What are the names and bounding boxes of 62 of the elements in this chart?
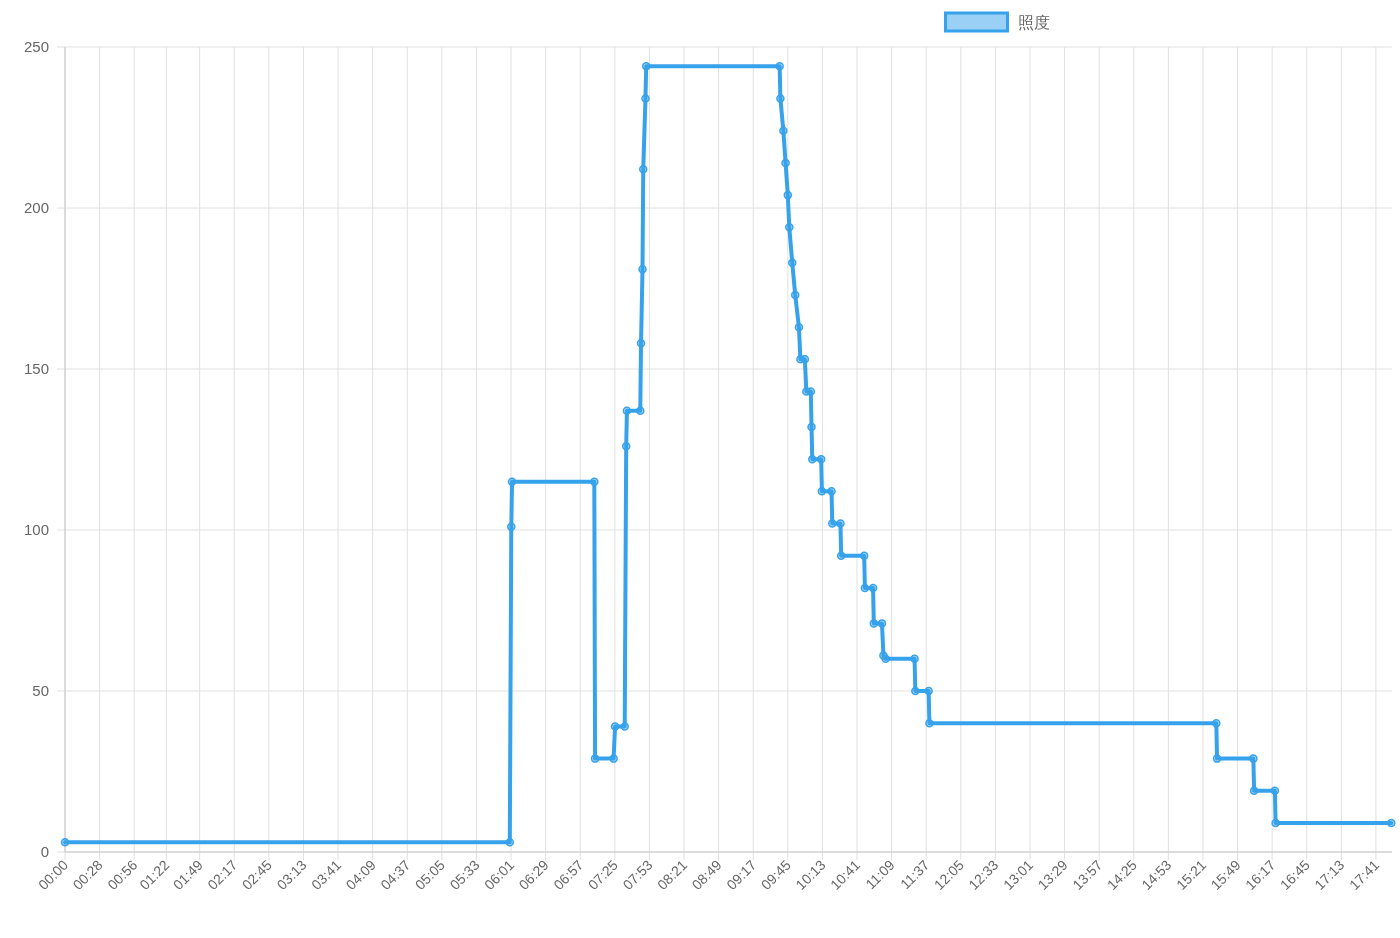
y-tick-label: 250 (23, 38, 49, 55)
point (827, 487, 836, 496)
point (868, 583, 878, 593)
point (590, 754, 600, 763)
point (869, 619, 879, 628)
point (507, 477, 517, 486)
y-tick-label: 200 (23, 199, 49, 216)
point (836, 551, 846, 561)
y-tick-label: 150 (23, 360, 49, 377)
point (609, 754, 618, 763)
point (910, 654, 919, 664)
point (621, 442, 631, 451)
point (817, 487, 827, 496)
line-series (60, 62, 1396, 847)
point (800, 355, 810, 364)
point (925, 718, 934, 728)
point (1270, 786, 1280, 796)
point (924, 686, 933, 696)
point (806, 387, 816, 396)
point (636, 338, 646, 348)
point (1249, 786, 1259, 796)
point (60, 838, 70, 847)
point (505, 838, 515, 847)
legend: 照度 (944, 11, 1050, 33)
point (860, 583, 870, 593)
point (828, 519, 837, 528)
point (622, 406, 632, 416)
point (783, 190, 793, 200)
point (639, 165, 648, 174)
point (1212, 754, 1222, 763)
y-tick-label: 100 (23, 521, 49, 538)
point (808, 454, 817, 464)
point (641, 94, 650, 103)
point (788, 258, 797, 267)
point (877, 619, 887, 628)
point (620, 722, 629, 731)
point (590, 477, 599, 486)
point (911, 686, 920, 696)
point (807, 422, 816, 432)
legend-label: 照度 (1017, 14, 1050, 31)
point (641, 62, 651, 71)
point (859, 551, 869, 561)
point (776, 94, 785, 103)
point (638, 264, 647, 274)
y-tick-label: 50 (32, 682, 49, 699)
point (1271, 818, 1280, 828)
point (507, 522, 516, 532)
point (790, 290, 800, 300)
y-tick-label: 0 (40, 843, 49, 860)
point (636, 406, 645, 416)
point (781, 158, 790, 168)
point (610, 722, 620, 731)
point (1212, 718, 1221, 728)
point (816, 454, 826, 464)
point (794, 322, 804, 332)
point (1249, 754, 1258, 763)
point (779, 126, 788, 135)
point (1387, 818, 1396, 828)
point (881, 654, 890, 664)
point (836, 519, 845, 528)
point (775, 62, 784, 71)
point (785, 223, 794, 232)
